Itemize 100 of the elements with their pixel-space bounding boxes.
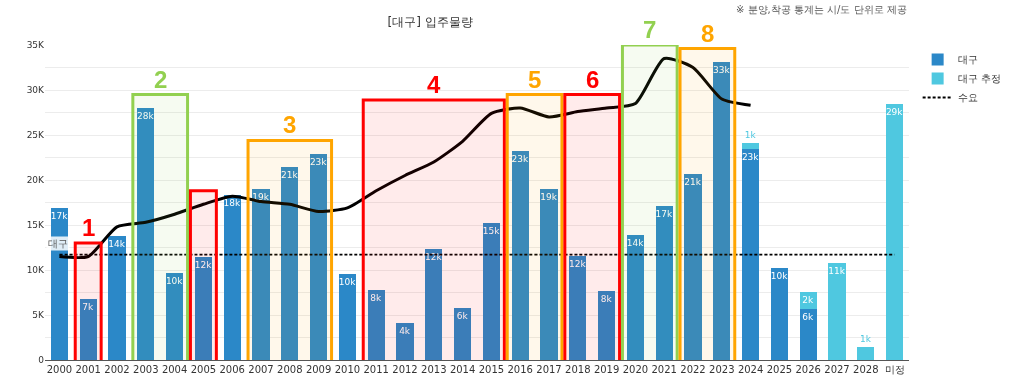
data-label: 4k [399,326,411,337]
bar [511,151,529,360]
legend-label: 수요 [957,92,978,104]
y-tick-label: 25K [26,130,46,141]
data-label: 2k [802,294,815,305]
bar [367,289,385,360]
x-tick-label: 2005 [190,364,217,375]
x-tick-label: 2021 [651,364,677,375]
data-label: 14k [626,237,645,248]
data-label: 10k [770,271,789,282]
y-tick-label: 5K [32,310,46,321]
band-label: 3 [283,111,297,138]
x-tick-label: 2016 [507,364,533,375]
x-tick-label: 2011 [363,364,389,375]
data-label: 33k [713,65,731,76]
data-label: 29k [885,106,904,117]
bar [540,189,558,360]
data-label: 17k [50,210,69,221]
band-label: 7 [643,16,657,43]
data-label: 15k [482,226,501,237]
bar [713,62,731,360]
bar [453,307,472,360]
bar [741,143,760,149]
band-label: 2 [154,66,168,93]
y-tick-label: 35K [26,40,46,51]
x-tick-label: 2003 [133,364,159,375]
data-label: 23k [511,154,529,165]
annotation: 대구 [48,238,68,249]
x-tick-label: 2027 [824,364,850,375]
data-label: 28k [137,111,155,121]
band-label: 1 [82,214,96,241]
band-label: 6 [586,66,600,93]
bar [252,189,270,360]
data-label: 10k [165,275,184,286]
y-tick-label: 0 [38,355,45,366]
x-tick-label: 2023 [709,364,735,375]
bar [799,308,817,360]
band-label: 5 [528,66,542,93]
data-label: 23k [309,156,328,167]
bar [626,234,645,360]
x-tick-label: 2017 [536,364,562,375]
x-tick-label: 2020 [622,364,649,375]
y-tick-label: 20K [26,175,46,186]
chart-title: [대구] 입주물량 [387,14,473,29]
data-label: 21k [281,170,299,181]
text: ※ 분양,착공 통계는 시/도 단위로 제공 [736,4,907,15]
legend-label: 대구 [957,54,978,66]
data-label: 12k [194,259,213,270]
x-tick-label: 2028 [853,364,879,375]
data-label: 21k [684,176,702,187]
bar [396,323,414,360]
data-label: 17k [655,209,673,220]
bar [569,255,587,360]
data-label: 19k [252,192,270,202]
bar [655,206,673,360]
bar [223,195,241,360]
x-tick-label: 2006 [219,364,245,375]
data-label: 23k [741,151,760,162]
x-tick-label: 2024 [737,364,764,375]
data-label: 6k [802,311,815,322]
data-label: 19k [540,192,558,202]
band-label: 4 [427,71,441,98]
data-label: 6k [456,310,469,321]
bar [281,167,299,360]
bar [770,268,789,360]
x-tick-label: 2002 [104,364,130,375]
data-label: 12k [569,258,587,269]
data-label: 18k [223,198,241,209]
x-tick-label: 2007 [248,364,274,375]
x-tick-label: 2009 [305,364,332,375]
bar [137,108,155,360]
x-tick-label: 2019 [593,364,620,375]
x-tick-label: 2001 [75,364,101,375]
data-label: 1k [859,334,872,345]
x-tick-label: 2014 [449,364,476,375]
x-tick-label: 2010 [334,364,361,375]
legend-label: 대구 추정 [957,73,1001,85]
x-tick-label: 2015 [478,364,505,375]
y-tick-label: 10K [26,265,46,276]
x-tick-label: 미정 [884,364,905,375]
data-label: 8k [600,293,613,304]
bar [309,153,328,360]
data-label: 10k [338,276,357,287]
bar [165,272,184,360]
bar [338,273,357,360]
x-tick-label: 2013 [421,364,447,375]
bar [885,103,904,360]
x-tick-label: 2008 [277,364,303,375]
bar [684,173,702,360]
x-tick-label: 2018 [565,364,591,375]
x-tick-label: 2004 [161,364,188,375]
bar [828,262,846,360]
x-tick-label: 2012 [392,364,418,375]
x-tick-label: 2000 [46,364,73,375]
bar [108,235,126,360]
bar [425,249,443,360]
x-tick-label: 2026 [795,364,821,375]
data-label: 12k [425,252,443,263]
bar [79,298,97,360]
y-tick-label: 30K [26,85,46,96]
